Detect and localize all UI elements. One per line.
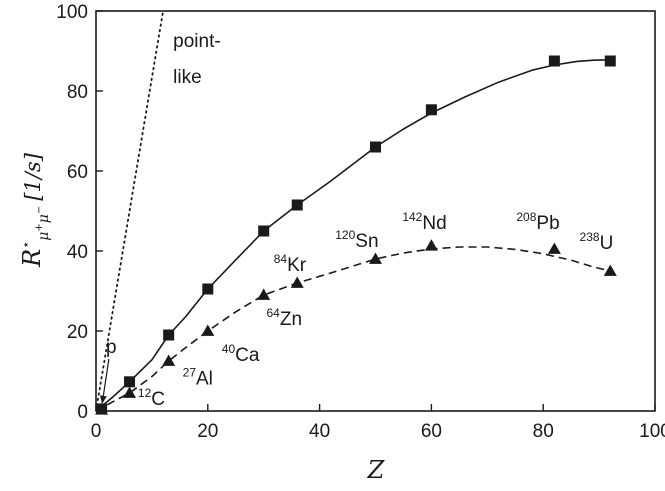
data-point-triangle: [257, 288, 271, 300]
y-tick-label: 60: [67, 162, 88, 183]
y-tick-label: 100: [56, 2, 88, 23]
y-tick-label: 0: [77, 402, 88, 423]
series-line-dotted: [96, 11, 164, 411]
y-axis-label: R⋆μ+μ−[1/s]: [18, 152, 52, 268]
series-line-dashed: [96, 246, 611, 411]
x-tick-label: 20: [197, 421, 218, 442]
y-axis-label-unit: [1/s]: [21, 152, 45, 200]
y-tick-label: 80: [67, 82, 88, 103]
y-axis-label-sub: μ: [36, 232, 52, 241]
plot-frame: [95, 10, 656, 412]
data-point-square: [604, 55, 616, 67]
x-tick-label: 80: [533, 421, 554, 442]
annotation-label: 142Nd: [402, 210, 446, 234]
plot-marks: [95, 55, 617, 415]
y-axis-label-sub-sup1: +: [34, 223, 45, 231]
x-tick-label: 0: [91, 421, 102, 442]
y-tick-label: 20: [67, 322, 88, 343]
data-point-square: [370, 141, 381, 153]
data-point-triangle: [201, 324, 215, 336]
x-tick-label: 100: [639, 421, 665, 442]
annotation-label: like: [173, 67, 202, 88]
data-point-square: [291, 199, 303, 211]
y-axis-label-base: R: [18, 249, 46, 268]
axis-ticks: 0 20 40 60 80 100 0 20 40 60 80 100: [56, 2, 665, 442]
data-point-square: [258, 225, 270, 237]
x-tick-label: 40: [309, 421, 330, 442]
y-axis-label-sub-sup2: −: [34, 206, 45, 214]
data-point-triangle: [603, 264, 617, 276]
data-point-square: [163, 329, 175, 341]
y-axis-label-star: ⋆: [19, 241, 34, 249]
annotation-label: 27Al: [183, 366, 213, 390]
annotation-label: 238U: [580, 230, 614, 254]
annotation-label: 84Kr: [274, 252, 307, 276]
data-point-triangle: [369, 252, 382, 264]
data-point-triangle: [547, 242, 561, 254]
x-tick-label: 60: [421, 421, 442, 442]
annotation-label: 64Zn: [266, 306, 302, 330]
x-axis-label: Z: [367, 456, 386, 484]
plot-lines: [96, 11, 611, 411]
data-point-triangle: [95, 403, 109, 415]
annotation-label: 40Ca: [222, 342, 260, 366]
y-axis-label-sub-mid: μ: [36, 214, 52, 223]
annotation-label: 208Pb: [516, 210, 559, 234]
data-point-triangle: [424, 239, 438, 251]
data-point-triangle: [123, 386, 137, 398]
y-tick-label: 40: [67, 242, 88, 263]
annotation-label: point-: [173, 31, 221, 52]
data-point-square: [124, 376, 136, 388]
data-point-square: [548, 55, 560, 67]
data-point-square: [425, 104, 437, 116]
data-point-triangle: [290, 276, 304, 288]
annotation-label: p: [106, 337, 117, 358]
data-point-triangle: [162, 354, 176, 366]
proton-arrow-head: [99, 395, 107, 404]
annotation-label: 120Sn: [335, 228, 378, 252]
data-point-square: [202, 283, 214, 295]
series-line-solid: [96, 59, 611, 411]
annotation-label: 12C: [138, 386, 165, 410]
